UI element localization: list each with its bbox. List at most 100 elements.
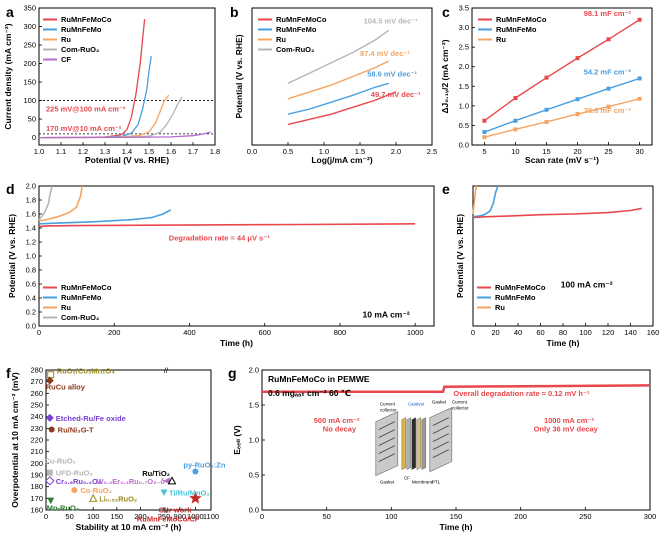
- panel-f-point-marker: [45, 376, 54, 385]
- panel-d-series-line: [38, 209, 172, 225]
- panel-c-cdl-label: 54.2 mF cm⁻²: [584, 68, 632, 77]
- panel-e-xtick-label: 100: [579, 328, 592, 337]
- panel-a-ytick-label: 200: [23, 59, 36, 68]
- panel-a-xtick-label: 1.8: [210, 147, 220, 156]
- panel-a-ytick-label: 300: [23, 22, 36, 31]
- panel-c-ytick-label: 1.5: [459, 82, 469, 91]
- panel-e-xlabel: Time (h): [547, 338, 580, 348]
- panel-g-inset-plate: [375, 411, 399, 477]
- panel-c-series-point: [606, 104, 611, 109]
- panel-g-inset-channel: [378, 421, 395, 430]
- panel-f-point-label: RuCu alloy: [46, 383, 86, 392]
- panel-f-ytick-label: 250: [30, 401, 43, 410]
- panel-e-xtick-label: 40: [514, 328, 522, 337]
- panel-f-axis-break: //: [164, 366, 169, 375]
- panel-a-ytick-label: 250: [23, 41, 36, 50]
- panel-d-xtick-label: 600: [258, 328, 271, 337]
- panel-g-inset-label: collector: [452, 406, 469, 411]
- panel-f-point-label: Co-RuO₂: [80, 486, 112, 495]
- panel-g-annotation: 1000 mA cm⁻²: [544, 416, 594, 425]
- panel-c-series-point: [544, 75, 549, 80]
- panel-f-point-marker: [88, 493, 98, 502]
- panel-a-xtick-label: 1.1: [56, 147, 66, 156]
- panel-b-tafel-label: 87.4 mV dec⁻¹: [360, 49, 410, 58]
- panel-d-ytick-label: 2.0: [26, 182, 36, 191]
- panel-a-annotation: 170 mV@10 mA cm⁻²: [46, 124, 122, 133]
- panel-a-xtick-label: 1.4: [122, 147, 132, 156]
- panel-f-ytick-label: 240: [30, 412, 43, 421]
- panel-f-xtick-label: 250: [158, 512, 171, 521]
- panel-f-ytick-label: 230: [30, 424, 43, 433]
- panel-e-legend-label: RuMnFeMo: [495, 293, 536, 302]
- panel-g-inset-layer: [401, 417, 407, 470]
- panel-d-ytick-label: 0.6: [26, 280, 36, 289]
- panel-c-series-line: [483, 19, 640, 122]
- panel-label-g: g: [228, 365, 237, 381]
- panel-d: 0 200 400 600 800 1000 0.0 0.2 0.4 0.6 0.8 1.0 1.2 1.…: [7, 182, 435, 348]
- panel-c-series-point: [482, 118, 487, 123]
- panel-g-series-line: [262, 384, 651, 393]
- panel-c-series-line: [484, 98, 640, 138]
- panel-d-ytick-label: 1.2: [26, 238, 36, 247]
- panel-g-inset-label: Catalyst: [408, 402, 425, 407]
- panel-a-ytick-label: 0: [32, 133, 36, 142]
- panel-e-xtick-label: 60: [536, 328, 544, 337]
- panel-b-tafel-label: 58.6 mV dec⁻¹: [367, 70, 417, 79]
- panel-g-xlabel: Time (h): [440, 522, 473, 532]
- panel-c-ytick-label: 2.5: [459, 43, 469, 52]
- panel-c-frame: [471, 7, 653, 146]
- panel-e-legend-label: Ru: [495, 303, 505, 312]
- panel-d-ylabel: Potential (V vs. RHE): [7, 214, 17, 298]
- panel-g-inset-plate: [429, 407, 453, 473]
- panel-label-f: f: [6, 365, 11, 381]
- panel-e-series-line: [472, 207, 642, 219]
- panel-a-legend-label: Com-RuO₂: [61, 45, 99, 54]
- panel-b: 0.0 0.5 1.0 1.5 2.0 2.5 Log(j/mA cm⁻²) Potentia…: [234, 7, 437, 165]
- panel-g-ytick-label: 1.0: [249, 436, 259, 445]
- panel-d-ytick-label: 0.8: [26, 266, 36, 275]
- panel-b-legend-label: Com-RuO₂: [276, 45, 314, 54]
- panel-g-inset-channel: [432, 433, 449, 442]
- panel-c-series-point: [575, 56, 580, 61]
- panel-a-xtick-label: 1.5: [144, 147, 154, 156]
- panel-f-point-label: UFD-RuO₂: [56, 469, 93, 478]
- panel-label-c: c: [442, 4, 450, 20]
- panel-c-series-point: [606, 37, 611, 42]
- panel-f-point-marker: [192, 468, 199, 475]
- panel-f-point-label: Ru/Ni₃G-T: [58, 426, 94, 435]
- panel-f-xtick-label: 1100: [203, 512, 219, 521]
- panel-e: 0 20 40 60 80 100 120 140 160 Time (h) Potential (…: [455, 185, 659, 348]
- panel-f-point-label: Ru/TiO₂: [142, 469, 170, 478]
- panel-d-annotation: Degradation rate = 44 μV s⁻¹: [169, 234, 270, 243]
- panel-f-point-marker: [167, 476, 177, 485]
- panel-d-series-line: [38, 185, 84, 222]
- panel-d-condition: 10 mA cm⁻²: [363, 310, 410, 320]
- panel-f-point-label: Etched-Ru/Fe oxide: [56, 414, 126, 423]
- panel-b-series-line: [287, 82, 389, 115]
- panel-f-ytick-label: 210: [30, 447, 43, 456]
- panel-g-inset-label: Gasket: [380, 480, 395, 485]
- panel-f-point-label: W₀.₂Er₀.₁Ru₀.₇O₂₋δ: [96, 477, 165, 486]
- panel-c-cdl-label: 98.1 mF cm⁻²: [584, 9, 632, 18]
- panel-b-xtick-label: 2.0: [391, 147, 401, 156]
- panel-f-point-label: Cu-RuO₂: [44, 456, 76, 465]
- panel-f-ytick-label: 200: [30, 459, 43, 468]
- panel-g-ytick-label: 2.0: [249, 366, 259, 375]
- panel-e-xtick-label: 20: [491, 328, 499, 337]
- panel-g-inset-layer: [416, 417, 422, 470]
- panel-d-legend-label: RuMnFeMo: [61, 293, 102, 302]
- panel-d-xtick-label: 800: [334, 328, 347, 337]
- panel-c-cdl-label: 38.6 mF cm⁻²: [584, 106, 632, 115]
- panel-d-ytick-label: 0.0: [26, 322, 36, 331]
- panel-c-series-point: [544, 119, 549, 124]
- panel-a-legend-label: RuMnFeMo: [61, 25, 102, 34]
- panel-c-series-point: [544, 107, 549, 112]
- panel-f-xtick-label: 150: [111, 512, 124, 521]
- panel-e-xtick-label: 140: [624, 328, 637, 337]
- panel-d-legend-label: Com-RuO₂: [61, 313, 99, 322]
- panel-a-ylabel: Current density (mA cm⁻²): [3, 23, 13, 129]
- panel-e-legend-label: RuMnFeMoCo: [495, 283, 546, 292]
- panel-f-point-label: RuMnFeMoCo/CF: [137, 514, 200, 523]
- panel-f-ytick-label: 220: [30, 436, 43, 445]
